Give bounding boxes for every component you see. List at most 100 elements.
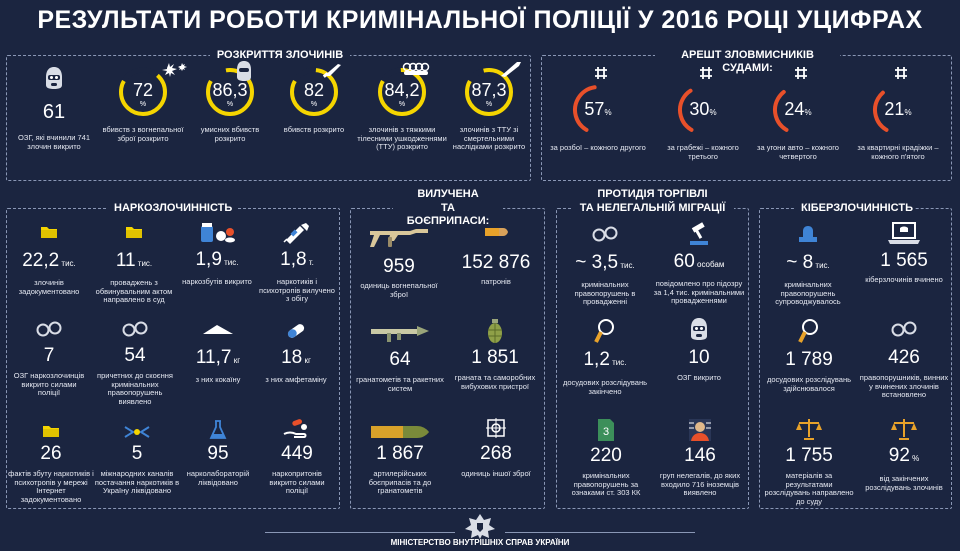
drugs-labs-label: нарколабораторій ліквідовано bbox=[186, 469, 250, 487]
drugs-stat-cases: 11 тис. проваджень з обвинувальним актом… bbox=[92, 225, 176, 305]
crimes-intent-value: 86,3 bbox=[212, 80, 248, 100]
grenade-icon bbox=[488, 319, 502, 343]
weapons-panel-title-2: ТА БОЄПРИПАСИ: bbox=[393, 202, 503, 228]
drugs-labs-value: 95 bbox=[207, 443, 229, 464]
cyber-crimes-label: кіберзлочинів вчинено bbox=[865, 275, 943, 284]
drugs-stat-dens: 449 наркопритонів викрито силами поліції bbox=[258, 418, 336, 496]
judge-icon bbox=[690, 222, 708, 245]
prisoner-icon bbox=[689, 419, 711, 441]
handcuffs-icon bbox=[36, 321, 62, 337]
weapons-stat-grenades: 1 851 граната та саморобних вибухових пр… bbox=[448, 318, 542, 391]
drugs-stat-cocaine: 11,7 кг з них кокаїну bbox=[180, 322, 256, 385]
syringe-icon bbox=[283, 223, 309, 244]
arrest-stat-apartment: 21% за квартирні крадіжки – кожного п'ят… bbox=[846, 66, 950, 161]
crimes-stat-ttu: 84,2 % злочинів з тяжкими тілесними ушко… bbox=[356, 62, 448, 152]
traff-stat-groups: 146 груп нелегалів, до яких входило 716 … bbox=[654, 418, 746, 498]
traff-stat-art303: 3 220 кримінальних правопорушень за озна… bbox=[560, 418, 652, 498]
drugs-seized-value: 1,8 т. bbox=[280, 249, 314, 270]
footer-ministry: МІНІСТЕРСТВО ВНУТРІШНІХ СПРАВ УКРАЇНИ bbox=[390, 538, 570, 547]
arrest-car-label: за угони авто – кожного четвертого bbox=[757, 143, 839, 161]
handcuffs-icon bbox=[592, 226, 618, 242]
cyber-materials-value: 1 755 bbox=[785, 445, 833, 466]
cyber-offenses-value: ~ 8 тис. bbox=[786, 252, 830, 273]
bullet-icon bbox=[485, 228, 508, 236]
balaclava-icon bbox=[46, 67, 62, 89]
drugs-cases-value: 11 тис. bbox=[115, 250, 153, 271]
cyber-offenders-value: 426 bbox=[888, 347, 920, 368]
siren-icon bbox=[799, 226, 817, 242]
bullet-hole-icon bbox=[162, 63, 187, 77]
cyber-offenders-label: правопорушників, винних у вчинених злочи… bbox=[859, 373, 949, 399]
drugs-stat-seized: 1,8 т. наркотиків і психотропів вилучено… bbox=[258, 222, 336, 304]
cyber-stat-investigations: 1 789 досудових розслідувань здійснювало… bbox=[762, 318, 856, 393]
grid-icon bbox=[700, 67, 712, 79]
traff-proceedings-value: ~ 3,5 тис. bbox=[575, 252, 635, 273]
crimes-murders-value: 82 bbox=[303, 80, 325, 100]
cyber-crimes-value: 1 565 bbox=[880, 250, 928, 271]
cyber-percent-label: від закінчених розслідувань злочинів bbox=[865, 474, 943, 492]
weapons-stat-firearms: 959 одиниць вогнепальної зброї bbox=[354, 225, 444, 299]
handcuffs-icon bbox=[122, 321, 148, 337]
cyber-investigations-value: 1 789 bbox=[785, 349, 833, 370]
crimes-ttu-unit: % bbox=[398, 101, 406, 108]
folder-icon bbox=[126, 227, 142, 238]
weapons-stat-launchers: 64 гранатометів та ракетних систем bbox=[356, 320, 444, 393]
weapons-shells-label: артилерійських боєприпасів та до гранато… bbox=[368, 469, 432, 495]
progress-arc bbox=[873, 85, 923, 135]
drugs-amphetamine-label: з них амфетаміну bbox=[265, 375, 327, 384]
cyber-stat-offenses: ~ 8 тис. кримінальних правопорушень супр… bbox=[762, 225, 854, 307]
cyber-stat-crimes: 1 565 кіберзлочинів вчинено bbox=[858, 220, 950, 285]
powder-icon bbox=[203, 325, 233, 334]
weapons-other-value: 268 bbox=[480, 443, 512, 464]
crimes-murders-unit: % bbox=[310, 101, 318, 108]
target-icon bbox=[486, 418, 506, 438]
progress-arc bbox=[678, 85, 728, 135]
capsule-icon bbox=[287, 324, 305, 338]
drugs-amphetamine-value: 18 кг bbox=[281, 347, 311, 368]
cyber-offenses-label: кримінальних правопорушень супроводжувал… bbox=[775, 280, 841, 306]
scales-icon bbox=[891, 419, 917, 440]
weapons-stat-other: 268 одиниць іншої зброї bbox=[452, 418, 540, 479]
crimes-stat-ozg: 61 ОЗГ, які вчинили 741 злочин викрито bbox=[14, 66, 94, 151]
footer-rule-left bbox=[265, 532, 455, 533]
rifle-icon bbox=[370, 229, 428, 247]
drugs-stat-crimes: 22,2 тис. злочинів задокументовано bbox=[10, 225, 88, 296]
drugs-panel-title: НАРКОЗЛОЧИННІСТЬ bbox=[108, 202, 238, 215]
crimes-firearm-unit: % bbox=[139, 101, 147, 108]
drugs-ozg-value: 7 bbox=[43, 345, 55, 366]
crimes-ttu-value: 84,2 bbox=[384, 80, 420, 100]
launcher-icon bbox=[371, 326, 429, 342]
arrest-stat-robbery: 57% за розбої – кожного другого bbox=[548, 66, 648, 153]
knife-icon bbox=[322, 64, 341, 78]
grid-icon bbox=[795, 67, 807, 79]
arrest-stat-car: 24% за угони авто – кожного четвертого bbox=[748, 66, 848, 161]
progress-ring bbox=[205, 67, 255, 117]
crimes-ozg-value: 61 bbox=[42, 101, 66, 123]
crimes-ttu-death-label: злочинів з ТТУ зі смертельними наслідкам… bbox=[452, 125, 526, 151]
folder-icon bbox=[41, 227, 57, 238]
traff-suspects-value: 60 особам bbox=[673, 251, 725, 272]
weapons-launchers-value: 64 bbox=[389, 349, 411, 370]
drugs-sales-label: наркозбутів викрито bbox=[182, 277, 252, 286]
drugs-stat-amphetamine: 18 кг з них амфетаміну bbox=[258, 322, 334, 385]
progress-arc bbox=[773, 85, 823, 135]
document-icon: 3 bbox=[598, 419, 614, 441]
arrest-apartment-label: за квартирні крадіжки – кожного п'ятого bbox=[857, 143, 939, 161]
laptop-icon bbox=[888, 222, 920, 244]
cyber-percent-value: 92 % bbox=[888, 445, 920, 466]
crimes-stat-murders: 82 % вбивств розкрито bbox=[275, 64, 353, 135]
arrest-robbery-label: за розбої – кожного другого bbox=[550, 143, 646, 152]
arrest-apartment-value: 21% bbox=[884, 99, 912, 119]
crimes-stat-firearm: 72 % вбивств з вогнепальної зброї розкри… bbox=[100, 63, 187, 143]
crimes-stat-ttu-death: 87,3 % злочинів з ТТУ зі смертельними на… bbox=[450, 62, 528, 152]
traff-ozg-label: ОЗГ викрито bbox=[677, 373, 721, 382]
drugs-crimes-value: 22,2 тис. bbox=[22, 250, 76, 271]
cyber-stat-materials: 1 755 матеріалів за результатами розслід… bbox=[762, 418, 856, 506]
drugs-stat-sales: 1,9 тис. наркозбутів викрито bbox=[178, 222, 256, 287]
traff-groups-label: груп нелегалів, до яких входило 716 іноз… bbox=[659, 471, 741, 497]
hand-pills-icon bbox=[283, 419, 307, 438]
weapons-cartridges-label: патронів bbox=[481, 277, 511, 286]
drugs-stat-channels: 5 міжнародних каналів постачання наркоти… bbox=[94, 424, 180, 496]
drugs-cocaine-value: 11,7 кг bbox=[195, 347, 241, 368]
weapons-stat-cartridges: 152 876 патронів bbox=[452, 225, 540, 287]
